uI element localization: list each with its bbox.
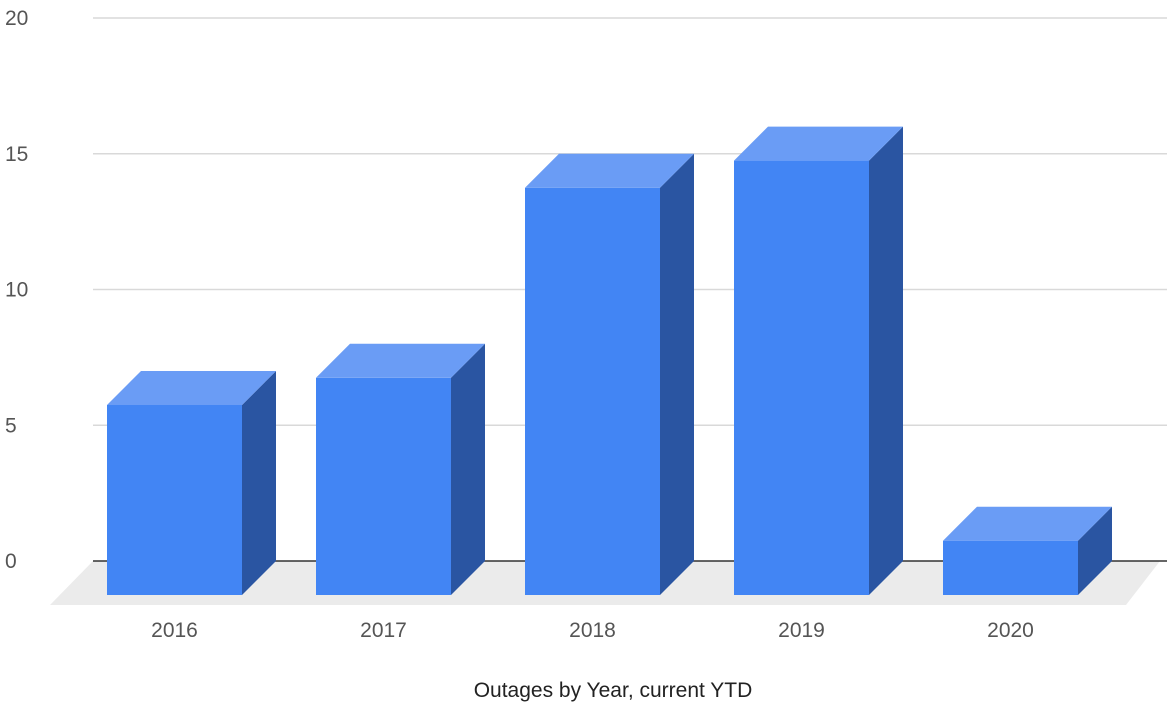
bar-side xyxy=(660,153,694,595)
bar-top xyxy=(734,126,903,161)
bar-side xyxy=(869,126,903,595)
x-axis-label: Outages by Year, current YTD xyxy=(474,679,753,702)
bars xyxy=(107,126,1112,595)
bar-front xyxy=(107,404,242,595)
bar-2018 xyxy=(525,153,694,595)
x-tick-label: 2018 xyxy=(569,619,616,642)
bar-2016 xyxy=(107,370,276,595)
bar-side xyxy=(451,343,485,595)
bar-front xyxy=(525,187,660,595)
bar-top xyxy=(943,506,1112,541)
bar-side xyxy=(1078,506,1112,595)
x-tick-label: 2017 xyxy=(360,619,407,642)
x-tick-label: 2016 xyxy=(151,619,198,642)
y-tick-label: 15 xyxy=(5,143,28,166)
bar-2020 xyxy=(943,506,1112,595)
y-tick-label: 20 xyxy=(5,7,28,30)
y-axis: 0 5 10 15 20 xyxy=(5,7,28,573)
bar-2017 xyxy=(316,343,485,595)
bar-top xyxy=(316,343,485,378)
x-tick-label: 2019 xyxy=(778,619,825,642)
y-tick-label: 10 xyxy=(5,279,28,302)
bar-front xyxy=(943,540,1078,595)
bar-top xyxy=(525,153,694,188)
bar-2019 xyxy=(734,126,903,595)
bar-top xyxy=(107,370,276,405)
y-tick-label: 0 xyxy=(5,550,17,573)
x-axis: 2016 2017 2018 2019 2020 xyxy=(151,619,1034,642)
x-tick-label: 2020 xyxy=(987,619,1034,642)
bar-side xyxy=(242,370,276,595)
bar-front xyxy=(734,160,869,595)
y-tick-label: 5 xyxy=(5,414,17,437)
bar-front xyxy=(316,377,451,595)
